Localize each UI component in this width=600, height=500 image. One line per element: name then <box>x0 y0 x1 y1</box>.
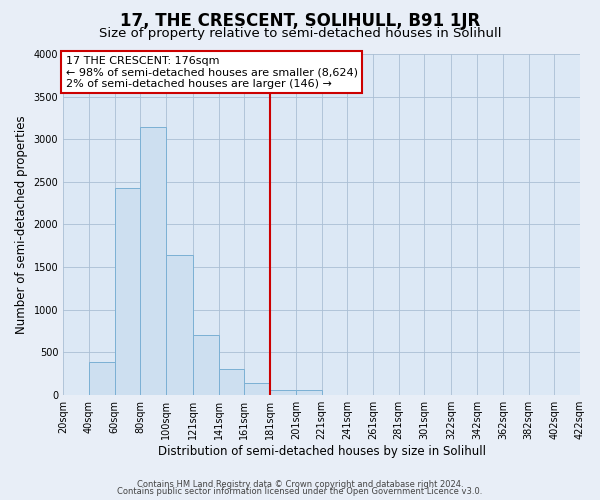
Bar <box>115 188 140 394</box>
X-axis label: Distribution of semi-detached houses by size in Solihull: Distribution of semi-detached houses by … <box>158 444 485 458</box>
Bar <box>166 255 193 394</box>
Text: 17, THE CRESCENT, SOLIHULL, B91 1JR: 17, THE CRESCENT, SOLIHULL, B91 1JR <box>120 12 480 30</box>
Text: 17 THE CRESCENT: 176sqm
← 98% of semi-detached houses are smaller (8,624)
2% of : 17 THE CRESCENT: 176sqm ← 98% of semi-de… <box>66 56 358 89</box>
Bar <box>219 369 244 394</box>
Bar <box>89 362 115 394</box>
Bar <box>244 383 270 394</box>
Text: Contains public sector information licensed under the Open Government Licence v3: Contains public sector information licen… <box>118 487 482 496</box>
Bar <box>140 128 166 394</box>
Bar <box>296 390 322 394</box>
Text: Size of property relative to semi-detached houses in Solihull: Size of property relative to semi-detach… <box>99 28 501 40</box>
Bar <box>193 335 219 394</box>
Bar <box>270 390 296 394</box>
Text: Contains HM Land Registry data © Crown copyright and database right 2024.: Contains HM Land Registry data © Crown c… <box>137 480 463 489</box>
Y-axis label: Number of semi-detached properties: Number of semi-detached properties <box>15 115 28 334</box>
